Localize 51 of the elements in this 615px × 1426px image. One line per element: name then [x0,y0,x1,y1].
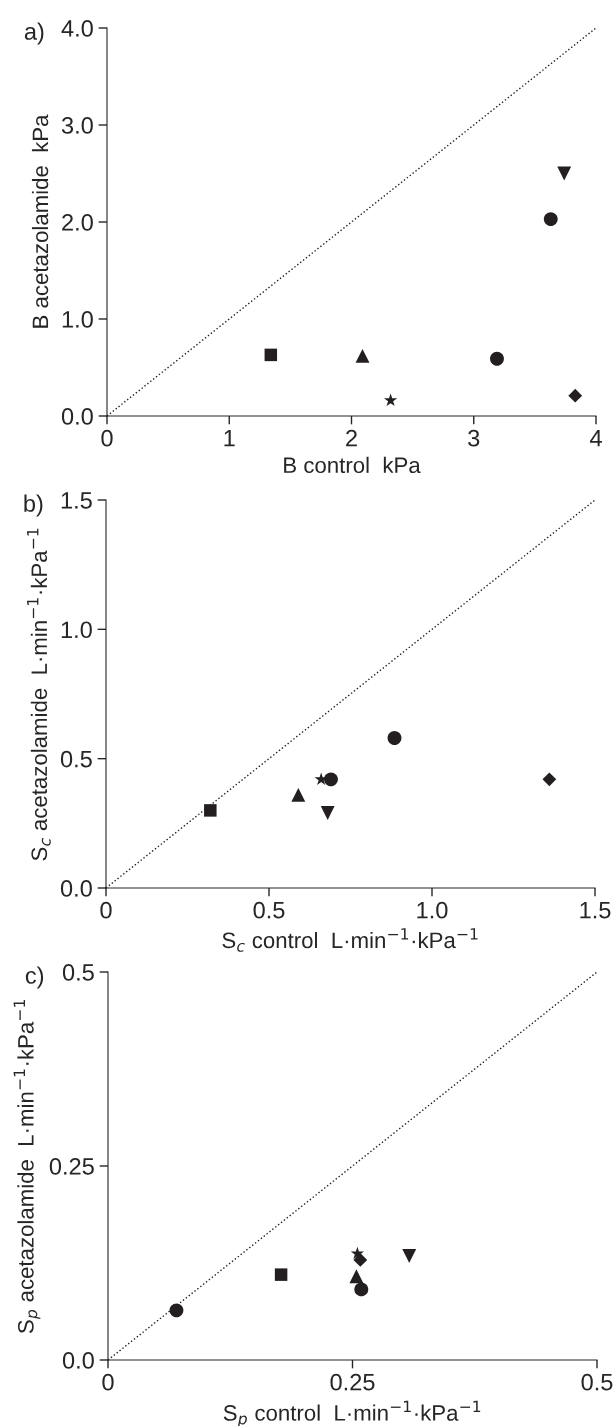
y-tick-label: 0.5 [60,750,92,768]
point [274,1268,288,1281]
y-tick-label: 0.0 [61,408,93,425]
x-tick-label: 2 [346,429,357,447]
point [204,804,217,817]
y-tick-label: 0.0 [62,1352,94,1369]
point [355,348,370,363]
point [324,772,338,787]
y-tick-label: 1.0 [61,621,92,639]
x-axis-title: B control kPa [284,456,421,474]
x-axis-title: S$_{c}$ control L·min$^{−1}$·kPa$^{−1}$ [222,928,478,952]
y-tick-label: 0.5 [62,964,94,981]
x-tick-label: 0 [100,901,112,919]
point [568,388,583,403]
y-tick-label: 2.0 [62,214,93,231]
chart-title: c) [25,966,44,989]
x-tick-label: 1 [224,430,235,447]
x-tick-label: 3 [468,429,480,447]
point [354,1282,369,1297]
y-tick-label: 1.0 [62,311,93,328]
point [384,393,398,407]
point [557,166,572,181]
point [402,1249,417,1263]
x-tick-label: 1.0 [417,901,448,919]
point [264,348,278,362]
point [543,212,558,227]
y-axis-title: S$_{p}$ acetazolamide L·min$^{−1}$·kPa$^{−1}$ [13,1000,41,1334]
y-axis-title: S$_{c}$ acetazolamide L·min$^{−1}$·kPa$^{−1}$ [27,528,51,861]
y-tick-label: 4.0 [61,20,93,37]
y-tick-label: 0.25 [49,1158,94,1175]
x-tick-label: 0.5 [581,1373,613,1391]
chart-title: b) [24,494,43,517]
y-tick-label: 3.0 [61,117,93,134]
x-tick-label: 0.25 [330,1373,375,1391]
point [169,1303,184,1318]
point [387,731,402,745]
x-tick-label: 1.5 [580,902,611,919]
point [542,772,557,787]
x-tick-label: 0 [101,429,113,447]
y-tick-label: 1.5 [61,492,92,509]
y-tick-label: 0.0 [60,880,92,897]
point [490,351,504,366]
point [320,806,335,820]
point [349,1269,364,1284]
x-tick-label: 0.5 [253,901,285,919]
point [353,1253,368,1267]
point [291,787,306,802]
chart-title: a) [24,22,44,45]
x-tick-label: 4 [589,430,602,447]
y-axis-title: B acetazolamide kPa [31,114,49,328]
x-tick-label: 0 [102,1373,114,1391]
